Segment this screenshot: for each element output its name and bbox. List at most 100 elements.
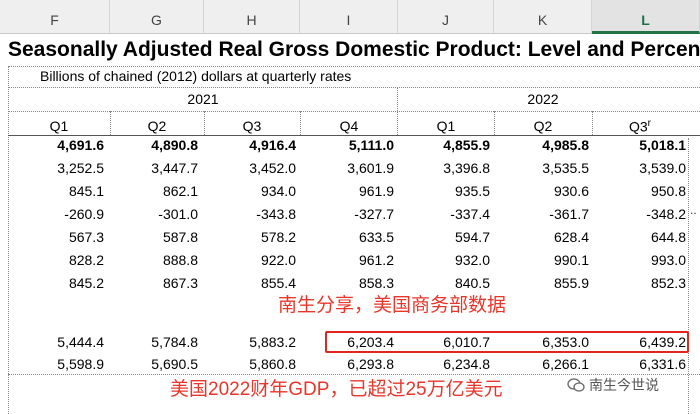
quarter-header: Q4 bbox=[339, 118, 359, 134]
column-header-K[interactable]: K bbox=[494, 0, 592, 33]
table-cell[interactable]: 888.8 bbox=[162, 252, 198, 268]
table-cell[interactable]: 935.5 bbox=[454, 183, 490, 199]
table-cell[interactable]: 3,396.8 bbox=[443, 160, 490, 176]
table-cell[interactable]: 855.4 bbox=[260, 275, 296, 291]
table-cell[interactable]: 993.0 bbox=[650, 252, 686, 268]
table-cell[interactable]: 3,535.5 bbox=[542, 160, 589, 176]
quarter-header: Q2 bbox=[147, 118, 167, 134]
table-cell[interactable]: 828.2 bbox=[68, 252, 104, 268]
border-line bbox=[110, 111, 111, 135]
table-cell[interactable]: 862.1 bbox=[162, 183, 198, 199]
table-cell[interactable]: 3,447.7 bbox=[151, 160, 198, 176]
column-header-I[interactable]: I bbox=[300, 0, 398, 33]
table-cell[interactable]: 5,690.5 bbox=[151, 356, 198, 372]
table-cell[interactable]: 644.8 bbox=[650, 229, 686, 245]
table-cell[interactable]: 6,010.7 bbox=[443, 334, 490, 350]
table-cell[interactable]: 840.5 bbox=[454, 275, 490, 291]
table-cell[interactable]: 932.0 bbox=[454, 252, 490, 268]
table-cell[interactable]: 4,890.8 bbox=[151, 137, 198, 153]
border-line bbox=[300, 111, 301, 135]
highlight-box bbox=[325, 331, 689, 353]
table-cell[interactable]: -337.4 bbox=[450, 206, 490, 222]
column-header-F[interactable]: F bbox=[0, 0, 110, 33]
annotation-source: 南生分享，美国商务部数据 bbox=[278, 295, 507, 316]
border-line bbox=[494, 111, 495, 135]
table-cell[interactable]: 6,266.1 bbox=[542, 356, 589, 372]
header-rule bbox=[8, 135, 700, 136]
quarter-label: Q3 bbox=[628, 118, 648, 135]
border-line bbox=[204, 111, 205, 135]
table-cell[interactable]: 633.5 bbox=[358, 229, 394, 245]
table-cell[interactable]: -361.7 bbox=[549, 206, 589, 222]
quarter-header: Q3 bbox=[242, 118, 262, 134]
table-cell[interactable]: 934.0 bbox=[260, 183, 296, 199]
table-cell[interactable]: 594.7 bbox=[454, 229, 490, 245]
table-cell[interactable]: 587.8 bbox=[162, 229, 198, 245]
annotation-gdp: 美国2022财年GDP，已超过25万亿美元 bbox=[170, 379, 503, 400]
quarter-header: Q3r bbox=[592, 118, 688, 135]
column-header-H[interactable]: H bbox=[204, 0, 300, 33]
table-cell[interactable]: 6,293.8 bbox=[347, 356, 394, 372]
table-cell[interactable]: 5,784.8 bbox=[151, 334, 198, 350]
table-cell[interactable]: 867.3 bbox=[162, 275, 198, 291]
table-cell[interactable]: -301.0 bbox=[158, 206, 198, 222]
table-cell[interactable]: 961.9 bbox=[358, 183, 394, 199]
border-line bbox=[8, 111, 700, 112]
table-cell[interactable]: 6,439.2 bbox=[639, 334, 686, 350]
border-line bbox=[688, 138, 689, 414]
table-cell[interactable]: 4,985.8 bbox=[542, 137, 589, 153]
table-cell[interactable]: 930.6 bbox=[553, 183, 589, 199]
border-line bbox=[397, 87, 398, 111]
table-cell[interactable]: -327.7 bbox=[354, 206, 394, 222]
table-cell[interactable]: 4,691.6 bbox=[57, 137, 104, 153]
column-header-G[interactable]: G bbox=[110, 0, 204, 33]
table-cell[interactable]: 578.2 bbox=[260, 229, 296, 245]
quarter-header: Q1 bbox=[436, 118, 456, 134]
overflow-dots: .. bbox=[690, 203, 697, 217]
sheet-title: Seasonally Adjusted Real Gross Domestic … bbox=[8, 38, 700, 61]
table-cell[interactable]: 950.8 bbox=[650, 183, 686, 199]
table-cell[interactable]: 3,601.9 bbox=[347, 160, 394, 176]
table-cell[interactable]: 5,860.8 bbox=[249, 356, 296, 372]
table-cell[interactable]: 845.1 bbox=[68, 183, 104, 199]
table-cell[interactable]: 961.2 bbox=[358, 252, 394, 268]
wechat-icon bbox=[567, 378, 585, 392]
watermark: 南生今世说 bbox=[567, 375, 659, 395]
table-cell[interactable]: 858.3 bbox=[358, 275, 394, 291]
table-cell[interactable]: 5,111.0 bbox=[348, 137, 394, 153]
table-cell[interactable]: 3,252.5 bbox=[57, 160, 104, 176]
year-2021: 2021 bbox=[187, 91, 219, 107]
year-2022: 2022 bbox=[527, 91, 559, 107]
table-cell[interactable]: 4,916.4 bbox=[249, 137, 296, 153]
table-cell[interactable]: 6,234.8 bbox=[443, 356, 490, 372]
table-cell[interactable]: 922.0 bbox=[260, 252, 296, 268]
table-cell[interactable]: -260.9 bbox=[64, 206, 104, 222]
revised-marker: r bbox=[647, 118, 652, 129]
table-cell[interactable]: 3,452.0 bbox=[249, 160, 296, 176]
table-cell[interactable]: 5,018.1 bbox=[639, 137, 686, 153]
table-cell[interactable]: -343.8 bbox=[256, 206, 296, 222]
table-cell[interactable]: -348.2 bbox=[646, 206, 686, 222]
table-cell[interactable]: 5,598.9 bbox=[57, 356, 104, 372]
table-cell[interactable]: 5,444.4 bbox=[57, 334, 104, 350]
table-cell[interactable]: 855.9 bbox=[553, 275, 589, 291]
border-line bbox=[8, 66, 700, 67]
border-line bbox=[8, 66, 9, 414]
table-cell[interactable]: 4,855.9 bbox=[443, 137, 490, 153]
quarter-header: Q1 bbox=[49, 118, 69, 134]
table-cell[interactable]: 6,353.0 bbox=[542, 334, 589, 350]
table-cell[interactable]: 567.3 bbox=[68, 229, 104, 245]
table-cell[interactable]: 5,883.2 bbox=[249, 334, 296, 350]
table-cell[interactable]: 990.1 bbox=[553, 252, 589, 268]
table-cell[interactable]: 6,203.4 bbox=[347, 334, 394, 350]
table-cell[interactable]: 6,331.6 bbox=[639, 356, 686, 372]
border-line bbox=[592, 111, 593, 135]
table-cell[interactable]: 628.4 bbox=[553, 229, 589, 245]
column-header-L[interactable]: L bbox=[592, 0, 700, 34]
table-cell[interactable]: 852.3 bbox=[650, 275, 686, 291]
table-cell[interactable]: 3,539.0 bbox=[639, 160, 686, 176]
units-subtitle: Billions of chained (2012) dollars at qu… bbox=[40, 68, 352, 84]
watermark-text: 南生今世说 bbox=[589, 377, 659, 393]
column-header-J[interactable]: J bbox=[398, 0, 494, 33]
table-cell[interactable]: 845.2 bbox=[68, 275, 104, 291]
